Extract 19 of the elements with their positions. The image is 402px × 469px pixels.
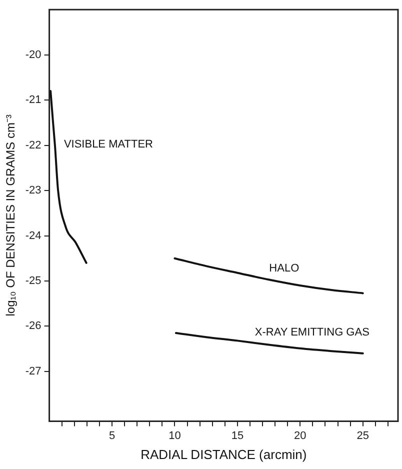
y-tick-label: -20 — [25, 48, 42, 61]
y-tick-label: -21 — [25, 94, 42, 106]
x-tick-label: 10 — [168, 430, 181, 442]
line-series — [174, 257, 364, 294]
x-tick-label: 15 — [231, 430, 244, 442]
x-axis-title: RADIAL DISTANCE (arcmin) — [140, 446, 307, 462]
x-tick-label: 25 — [356, 430, 370, 442]
series-label: HALO — [269, 262, 300, 275]
y-axis-title: log₁₀ OF DENSITIES IN GRAMS cm⁻³ — [4, 114, 18, 316]
y-tick-label: -27 — [25, 365, 42, 378]
series-label: X-RAY EMITTING GAS — [254, 326, 370, 338]
y-tick-label: -26 — [25, 320, 42, 332]
y-tick-label: -25 — [25, 275, 42, 288]
x-tick-label: 5 — [108, 430, 116, 442]
series-label: VISIBLE MATTER — [64, 138, 154, 150]
x-tick-label: 20 — [294, 430, 306, 442]
y-tick-label: -24 — [25, 230, 42, 242]
y-tick-label: -23 — [25, 184, 42, 197]
y-tick-label: -22 — [25, 139, 42, 152]
